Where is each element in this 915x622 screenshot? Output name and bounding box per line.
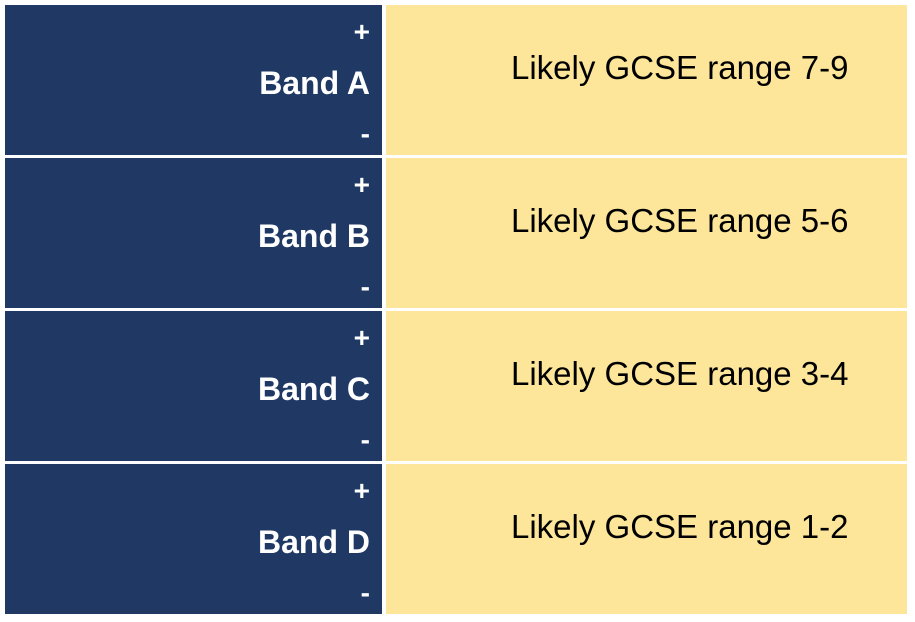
band-label: Band A bbox=[259, 65, 370, 101]
range-label: Likely GCSE range 3-4 bbox=[511, 355, 849, 392]
band-cell-c: + Band C - bbox=[5, 311, 382, 461]
range-cell-b: Likely GCSE range 5-6 bbox=[386, 158, 907, 308]
range-label: Likely GCSE range 5-6 bbox=[511, 202, 849, 239]
band-label: Band B bbox=[258, 218, 370, 254]
range-label: Likely GCSE range 1-2 bbox=[511, 508, 849, 545]
range-cell-a: Likely GCSE range 7-9 bbox=[386, 5, 907, 155]
band-cell-d: + Band D - bbox=[5, 464, 382, 614]
minus-sign: - bbox=[360, 424, 370, 455]
plus-sign: + bbox=[353, 16, 370, 47]
range-cell-c: Likely GCSE range 3-4 bbox=[386, 311, 907, 461]
minus-sign: - bbox=[360, 118, 370, 149]
band-label: Band D bbox=[258, 524, 370, 560]
plus-sign: + bbox=[353, 475, 370, 506]
band-cell-b: + Band B - bbox=[5, 158, 382, 308]
band-label: Band C bbox=[258, 371, 370, 407]
range-cell-d: Likely GCSE range 1-2 bbox=[386, 464, 907, 614]
plus-sign: + bbox=[353, 322, 370, 353]
band-cell-a: + Band A - bbox=[5, 5, 382, 155]
minus-sign: - bbox=[360, 577, 370, 608]
range-label: Likely GCSE range 7-9 bbox=[511, 49, 849, 86]
minus-sign: - bbox=[360, 271, 370, 302]
plus-sign: + bbox=[353, 169, 370, 200]
band-table: + Band A - Likely GCSE range 7-9 + Band … bbox=[5, 5, 907, 616]
